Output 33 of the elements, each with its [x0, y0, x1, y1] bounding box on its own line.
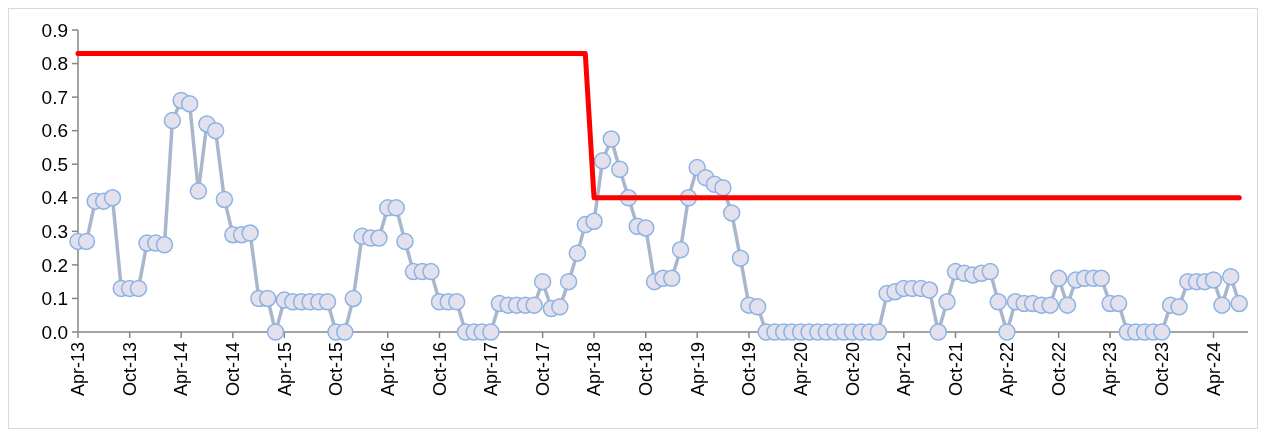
- x-tick-label: Apr-20: [790, 342, 811, 397]
- x-tick-label: Apr-24: [1203, 342, 1224, 397]
- x-tick-label: Oct-19: [739, 342, 760, 397]
- y-tick-label: 0.4: [41, 187, 69, 209]
- x-tick-label: Apr-16: [378, 342, 399, 397]
- x-tick-label: Oct-14: [223, 342, 244, 397]
- x-tick-label: Oct-15: [326, 342, 347, 397]
- x-tick-label: Oct-21: [945, 342, 966, 397]
- x-tick-label: Oct-22: [1048, 342, 1069, 397]
- y-tick-label: 0.5: [41, 153, 68, 175]
- y-tick-label: 0.9: [41, 19, 68, 41]
- x-tick-label: Apr-22: [997, 342, 1018, 397]
- x-tick-label: Oct-20: [842, 342, 863, 397]
- x-tick-label: Oct-13: [120, 342, 141, 397]
- y-tick-label: 0.7: [41, 86, 68, 108]
- y-tick-label: 0.0: [41, 321, 68, 343]
- x-tick-label: Oct-18: [636, 342, 657, 397]
- x-tick-label: Apr-21: [894, 342, 915, 397]
- y-tick-label: 0.8: [41, 53, 68, 75]
- y-tick-label: 0.6: [41, 120, 68, 142]
- x-tick-label: Apr-13: [68, 342, 89, 397]
- y-tick-label: 0.2: [41, 254, 68, 276]
- x-tick-label: Apr-14: [171, 342, 192, 397]
- y-tick-label: 0.1: [41, 288, 68, 310]
- x-tick-label: Apr-18: [584, 342, 605, 397]
- x-tick-label: Oct-23: [1152, 342, 1173, 397]
- x-tick-label: Oct-17: [532, 342, 553, 397]
- x-tick-label: Apr-23: [1100, 342, 1121, 397]
- x-tick-label: Apr-19: [687, 342, 708, 397]
- x-tick-label: Apr-15: [274, 342, 295, 397]
- x-tick-label: Oct-16: [429, 342, 450, 397]
- x-tick-label: Apr-17: [481, 342, 502, 397]
- y-tick-label: 0.3: [41, 220, 68, 242]
